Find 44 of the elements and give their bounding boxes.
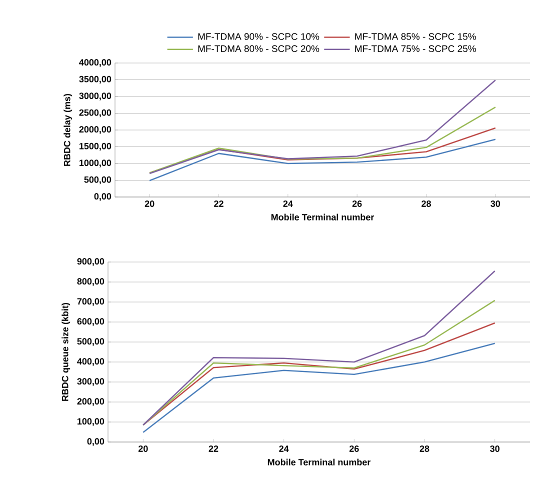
y-tick-label: 100,00 — [78, 418, 104, 426]
line-series — [142, 270, 496, 426]
y-axis-title: RBDC queue size (kbit) — [62, 302, 70, 401]
line-series — [148, 138, 496, 182]
y-tick-label: 200,00 — [77, 398, 104, 406]
x-axis-title: Mobile Terminal number — [271, 214, 374, 220]
y-tick-label: 1000,00 — [80, 160, 112, 168]
x-tick-label: 28 — [422, 200, 431, 207]
legend-label: MF-TDMA 90% - SCPC 10% — [198, 33, 320, 40]
x-tick-label: 30 — [490, 200, 500, 207]
y-tick-label: 0,00 — [87, 438, 104, 446]
x-tick-label: 28 — [420, 446, 430, 452]
y-tick-label: 600,00 — [77, 318, 104, 326]
y-tick-label: 2000,00 — [79, 126, 112, 134]
y-tick-label: 800,00 — [77, 278, 104, 286]
y-tick-label: 300,00 — [77, 378, 104, 386]
x-axis-title: Mobile Terminal number — [268, 458, 371, 466]
y-axis-title: RBDC delay (ms) — [64, 94, 72, 166]
x-tick-label: 20 — [138, 446, 148, 452]
y-tick-label: 0,00 — [94, 193, 112, 201]
y-tick-label: 2500,00 — [79, 109, 112, 118]
y-tick-label: 3500,00 — [79, 76, 112, 84]
y-tick-label: 3000,00 — [79, 92, 112, 100]
x-tick-label: 26 — [349, 446, 359, 452]
x-tick-label: 22 — [214, 200, 224, 207]
legend-label: MF-TDMA 75% - SCPC 25% — [355, 45, 476, 52]
line-series — [148, 106, 496, 174]
legend-label: MF-TDMA 80% - SCPC 20% — [198, 45, 320, 52]
x-tick-label: 24 — [279, 446, 289, 452]
x-tick-label: 24 — [283, 200, 293, 207]
x-tick-label: 26 — [352, 200, 362, 207]
legend-label: MF-TDMA 85% - SCPC 15% — [355, 33, 476, 40]
x-tick-label: 20 — [144, 200, 154, 207]
y-tick-label: 500,00 — [84, 176, 112, 184]
y-tick-label: 4000,00 — [79, 59, 112, 67]
x-tick-label: 22 — [208, 446, 218, 452]
x-tick-label: 30 — [490, 446, 500, 452]
y-tick-label: 900,00 — [77, 258, 104, 266]
y-tick-label: 1500,00 — [80, 142, 112, 151]
y-tick-label: 400,00 — [77, 358, 104, 366]
line-series — [148, 79, 496, 174]
y-tick-label: 700,00 — [77, 298, 104, 306]
y-tick-label: 500,00 — [77, 338, 104, 346]
line-series — [142, 342, 496, 434]
